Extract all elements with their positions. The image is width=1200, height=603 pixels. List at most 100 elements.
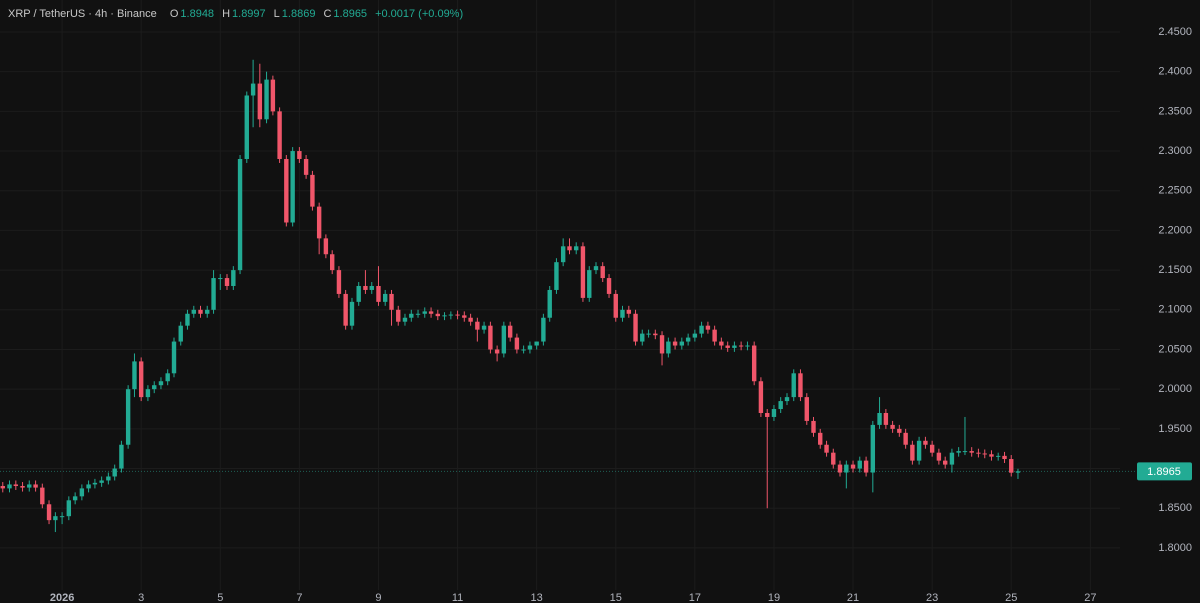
candle-body [976, 452, 981, 454]
candle-body [0, 486, 5, 489]
candle-body [66, 500, 72, 517]
candle-body [138, 361, 144, 398]
candle-body [633, 313, 638, 342]
candle-body [844, 464, 849, 473]
candle-body [462, 315, 467, 318]
candle-body [705, 325, 711, 330]
ohlc-value: 1.8997 [232, 8, 266, 20]
y-tick-label: 2.1500 [1158, 264, 1192, 276]
candle-body [250, 83, 256, 96]
candle-body [356, 285, 361, 302]
candle-body [7, 484, 12, 489]
candle-body [369, 285, 374, 290]
candle-body [534, 341, 539, 346]
candle-body [481, 325, 487, 330]
candle-body [33, 484, 38, 488]
candle-body [626, 309, 632, 314]
candle-body [218, 278, 223, 280]
candle-body [264, 79, 269, 120]
candle-body [771, 409, 777, 417]
candle-body [514, 337, 520, 350]
x-tick-label: 25 [1005, 592, 1017, 603]
candle-body [494, 349, 500, 354]
candle-body [132, 361, 137, 390]
candle-body [765, 412, 770, 417]
candle-body [547, 289, 552, 318]
candle-body [685, 337, 691, 342]
candle-body [646, 333, 651, 335]
candle-body [475, 321, 480, 330]
candle-body [46, 504, 52, 521]
x-tick-label: 19 [768, 592, 780, 603]
candle-body [507, 325, 513, 338]
candle-body [86, 484, 91, 489]
candle-body [205, 309, 210, 314]
candle-body [672, 341, 678, 346]
candle-body [758, 381, 764, 413]
candle-body [297, 151, 302, 159]
candle-body [587, 270, 592, 298]
candle-body [468, 317, 473, 322]
candle-body [349, 301, 355, 326]
candle-body [310, 174, 315, 207]
candle-body [290, 151, 295, 223]
candle-body [330, 254, 335, 271]
candle-body [59, 516, 65, 518]
ohlc-value: 1.8869 [281, 8, 316, 20]
candle-body [692, 333, 698, 338]
candle-body [784, 397, 790, 402]
candle-body [376, 285, 381, 302]
candle-body [606, 278, 612, 294]
candle-body [653, 333, 658, 336]
candle-body [125, 389, 131, 445]
candle-body [336, 270, 342, 294]
candle-body [237, 158, 243, 271]
candle-body [244, 95, 249, 159]
candle-body [791, 373, 796, 398]
y-tick-label: 2.4500 [1158, 26, 1192, 38]
x-tick-label: 5 [217, 592, 223, 603]
y-tick-label: 2.1000 [1158, 304, 1192, 316]
candle-body [916, 440, 922, 461]
candle-body [231, 270, 236, 286]
candle-body [580, 246, 586, 298]
candle-body [738, 345, 744, 347]
x-tick-label: 21 [847, 592, 859, 603]
candle-body [613, 293, 618, 318]
x-tick-label: 27 [1084, 592, 1096, 603]
candle-body [198, 309, 203, 314]
symbol[interactable]: XRP / TetherUS · 4h · Binance [8, 8, 157, 20]
candle-body [27, 484, 32, 488]
candle-body [923, 440, 928, 445]
candle-body [382, 293, 388, 302]
price-tag-label: 1.8965 [1147, 466, 1181, 478]
candle-body [962, 451, 968, 453]
candle-body [956, 451, 961, 453]
candle-body [857, 460, 862, 469]
candle-body [949, 452, 955, 465]
candle-body [903, 432, 908, 445]
candle-body [396, 309, 401, 322]
price-tag [1137, 462, 1192, 481]
candle-body [751, 345, 757, 382]
candle-body [13, 484, 19, 487]
candle-body [982, 453, 987, 455]
candle-body [106, 476, 111, 481]
y-tick-label: 2.2000 [1158, 224, 1192, 236]
candle-body [877, 412, 882, 425]
candle-body [732, 345, 737, 348]
candle-body [191, 309, 196, 314]
candle-body [389, 293, 394, 310]
candle-body [831, 452, 836, 465]
y-tick-label: 1.8000 [1158, 542, 1192, 554]
candle-body [185, 313, 190, 326]
x-tick-label: 11 [452, 592, 463, 603]
candle-body [850, 464, 856, 469]
x-tick-label: 7 [296, 592, 302, 603]
candle-body [79, 488, 85, 497]
candle-body [798, 373, 803, 398]
candle-body [152, 385, 157, 390]
